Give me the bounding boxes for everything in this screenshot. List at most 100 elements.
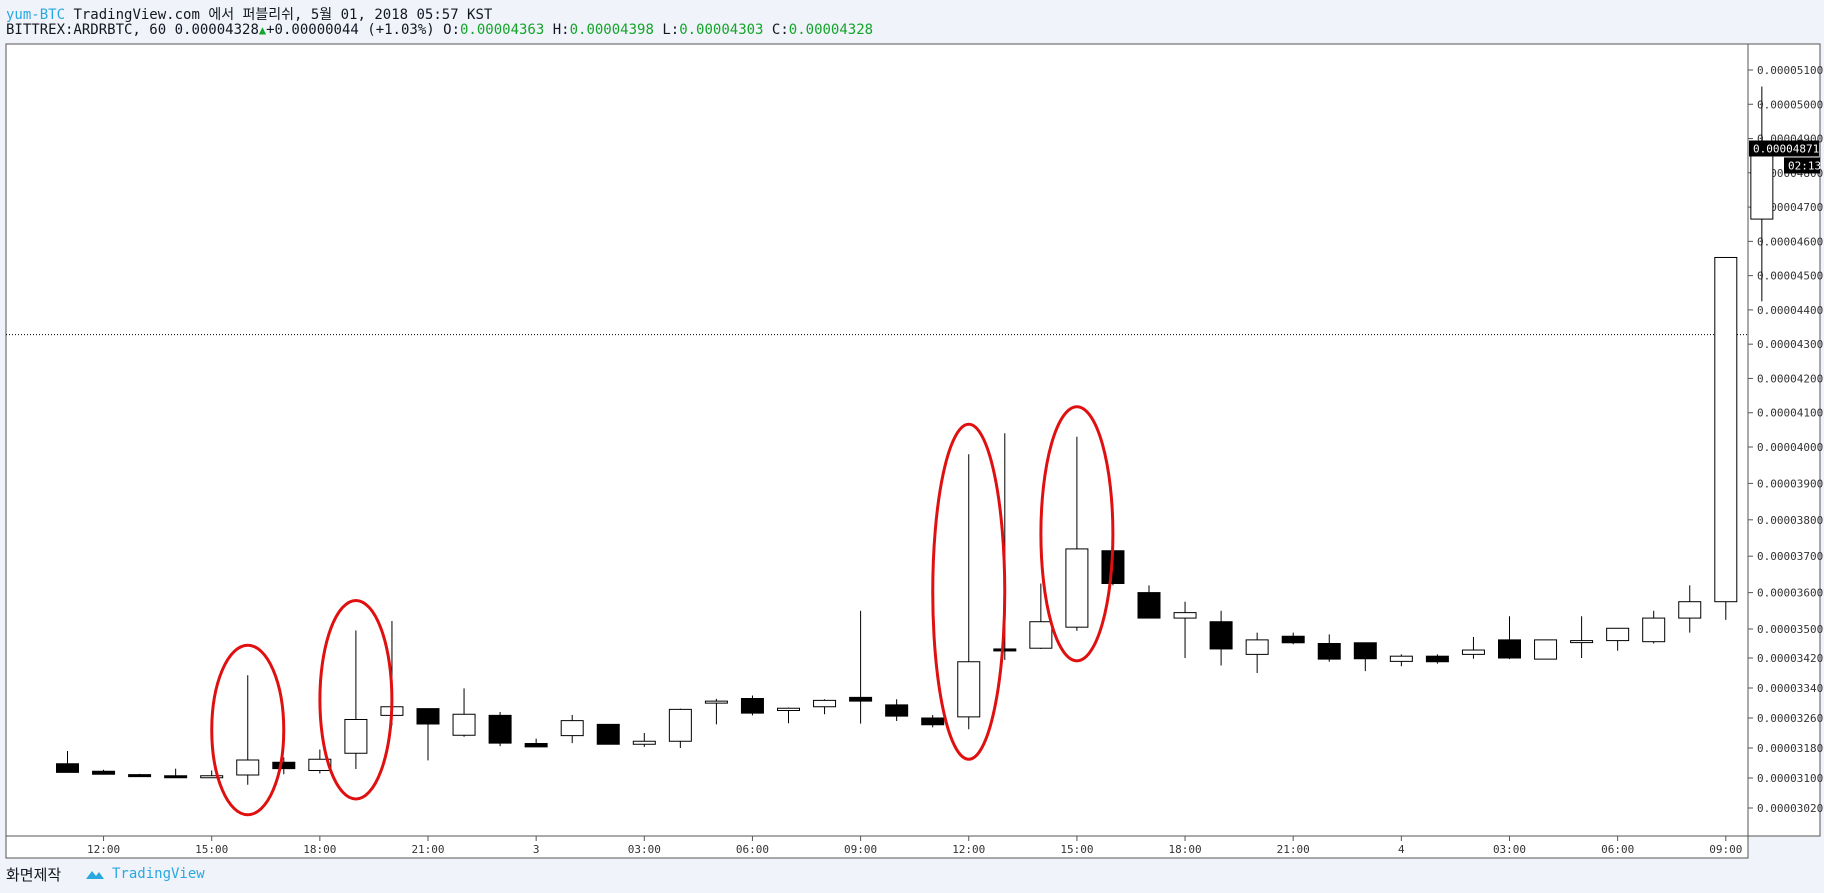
candle-up xyxy=(1389,655,1413,662)
candle-up xyxy=(668,708,692,742)
time-tick-label: 09:00 xyxy=(1709,843,1742,856)
candle-up xyxy=(813,699,837,708)
candle-up xyxy=(344,719,368,754)
candle-up xyxy=(1642,617,1666,643)
candle-down xyxy=(1281,635,1305,644)
candle-down xyxy=(56,763,79,773)
candle-up xyxy=(452,713,476,736)
price-tick-label: 0.00003700 xyxy=(1757,550,1823,563)
annotation-ellipse xyxy=(1039,405,1115,663)
annotation-ellipse xyxy=(931,422,1007,761)
tradingview-brand[interactable]: TradingView xyxy=(84,866,205,882)
time-tick-label: 15:00 xyxy=(1060,843,1093,856)
price-tick-label: 0.00004300 xyxy=(1757,338,1823,351)
candle-down xyxy=(92,770,116,775)
candle-up xyxy=(1029,621,1053,649)
candle-up xyxy=(1461,649,1485,655)
price-tick-label: 0.00005000 xyxy=(1757,98,1823,111)
candle-down xyxy=(524,743,548,748)
ohlc-high: 0.00004398 xyxy=(569,22,654,38)
price-tick-label: 0.00003800 xyxy=(1757,514,1823,527)
candle-up xyxy=(632,740,656,745)
candle-up xyxy=(1606,627,1630,642)
current-price-badge xyxy=(1749,140,1819,157)
brand-label: TradingView xyxy=(112,866,205,882)
last-price: 0.00004328 xyxy=(174,22,259,38)
candle-down xyxy=(993,648,1017,652)
candle-up xyxy=(704,700,728,704)
candle-up xyxy=(308,758,332,771)
price-tick-label: 0.00003100 xyxy=(1757,772,1823,785)
chart-header-line-2: BITTREX:ARDRBTC, 60 0.00004328▲+0.000000… xyxy=(6,22,873,38)
ohlc-open: 0.00004363 xyxy=(460,22,545,38)
ohlc-high-label: H: xyxy=(552,22,570,38)
candle-down xyxy=(921,717,945,726)
ohlc-low: 0.00004303 xyxy=(679,22,764,38)
candle-up xyxy=(1678,601,1702,619)
candle-down xyxy=(416,708,440,725)
plot-area xyxy=(5,43,1749,837)
candle-down xyxy=(128,774,152,778)
time-tick-label: 4 xyxy=(1398,843,1405,856)
price-tick-label: 0.00003260 xyxy=(1757,712,1823,725)
ohlc-close: 0.00004328 xyxy=(788,22,874,38)
time-tick-label: 21:00 xyxy=(411,843,444,856)
candle-down xyxy=(596,723,620,745)
ticker-label: BITTREX:ARDRBTC, 60 xyxy=(6,22,167,38)
candle-down xyxy=(272,761,296,770)
price-change: +0.00000044 (+1.03%) xyxy=(266,22,435,38)
time-tick-label: 21:00 xyxy=(1277,843,1310,856)
candle-up xyxy=(1750,147,1774,220)
candle-up xyxy=(1245,639,1269,655)
price-tick-label: 0.00003600 xyxy=(1757,587,1823,600)
annotation-ellipse xyxy=(318,598,394,801)
candle-up xyxy=(957,661,981,718)
time-tick-label: 09:00 xyxy=(844,843,877,856)
candle-up xyxy=(1714,256,1738,603)
time-tick-label: 12:00 xyxy=(87,843,120,856)
price-tick-label: 0.00003900 xyxy=(1757,477,1823,490)
price-tick-label: 0.00004500 xyxy=(1757,270,1823,283)
time-tick-label: 06:00 xyxy=(1601,843,1634,856)
countdown-label: 02:13 xyxy=(1788,159,1821,172)
price-tick-label: 0.00004400 xyxy=(1757,304,1823,317)
chart-header-line-1: yum-BTC TradingView.com 에서 퍼블리쉬, 5월 01, … xyxy=(6,4,492,24)
price-tick-label: 0.00003340 xyxy=(1757,682,1823,695)
snapshot-label: 화면제작 xyxy=(6,866,62,884)
candle-up xyxy=(236,759,260,776)
price-tick-label: 0.00004200 xyxy=(1757,372,1823,385)
current-price-label: 0.00004871 xyxy=(1753,142,1819,155)
candle-up xyxy=(200,775,224,779)
ohlc-open-label: O: xyxy=(443,22,460,38)
candle-down xyxy=(1498,639,1521,659)
price-tick-label: 0.00004600 xyxy=(1757,235,1823,248)
up-triangle-icon: ▲ xyxy=(258,23,267,37)
cloud-logo-icon xyxy=(86,871,104,879)
candle-up xyxy=(560,720,584,737)
publish-info: TradingView.com 에서 퍼블리쉬, 5월 01, 2018 05:… xyxy=(73,7,493,23)
symbol-name[interactable]: yum-BTC xyxy=(6,7,66,23)
price-tick-label: 0.00004000 xyxy=(1757,441,1823,454)
time-tick-label: 06:00 xyxy=(736,843,769,856)
time-tick-label: 18:00 xyxy=(303,843,336,856)
ohlc-close-label: C: xyxy=(771,22,789,38)
time-tick-label: 03:00 xyxy=(628,843,661,856)
candle-down xyxy=(164,775,188,779)
candle-down xyxy=(849,696,873,702)
candle-down xyxy=(1137,592,1161,619)
annotation-ellipse xyxy=(210,643,286,817)
candle-down xyxy=(488,714,512,744)
candle-down xyxy=(740,698,764,714)
countdown-badge xyxy=(1784,157,1820,174)
candle-down xyxy=(1209,621,1233,650)
candle-up xyxy=(1570,640,1594,644)
candle-down xyxy=(885,704,909,717)
price-tick-label: 0.00003180 xyxy=(1757,742,1823,755)
candle-up xyxy=(1065,548,1089,628)
price-tick-label: 0.00004700 xyxy=(1757,201,1823,214)
candle-up xyxy=(777,707,800,711)
time-tick-label: 15:00 xyxy=(195,843,228,856)
time-tick-label: 3 xyxy=(533,843,540,856)
price-tick-label: 0.00004100 xyxy=(1757,407,1823,420)
